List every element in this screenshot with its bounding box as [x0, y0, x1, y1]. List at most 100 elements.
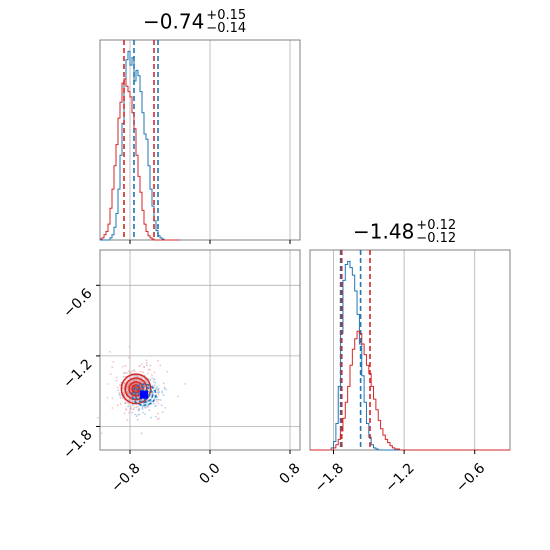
scatter-point: [106, 383, 109, 385]
scatter-point: [147, 372, 149, 375]
scatter-point: [149, 364, 152, 367]
scatter-point: [154, 384, 156, 386]
scatter-point: [112, 361, 115, 363]
scatter-point: [158, 391, 161, 393]
scatter-point: [148, 409, 151, 412]
scatter-point: [136, 413, 139, 416]
x-tick-label: −1.8: [312, 460, 347, 495]
y-tick-label: −1.2: [60, 356, 95, 391]
scatter-point: [128, 371, 131, 374]
scatter-point: [128, 411, 130, 414]
scatter-point: [143, 365, 146, 368]
scatter-point: [132, 403, 134, 406]
title-lower-error: −0.14: [206, 20, 247, 36]
scatter-point: [122, 375, 125, 378]
scatter-point: [96, 416, 99, 419]
scatter-point: [166, 370, 168, 373]
scatter-point: [157, 417, 160, 420]
scatter-point: [149, 368, 151, 371]
scatter-point: [126, 419, 129, 422]
scatter-point: [115, 379, 118, 382]
x-tick-label: 0.8: [277, 460, 304, 487]
blue-contour: [131, 383, 157, 406]
scatter-point: [131, 400, 134, 402]
scatter-point: [129, 409, 132, 412]
scatter-point: [138, 413, 141, 416]
scatter-point: [177, 395, 179, 398]
scatter-point: [133, 374, 136, 377]
scatter-point: [141, 376, 144, 379]
scatter-point: [151, 377, 154, 379]
scatter-point: [152, 381, 155, 383]
scatter-point: [124, 365, 127, 367]
scatter-point: [136, 375, 139, 378]
scatter-point: [119, 402, 122, 405]
scatter-point: [129, 407, 132, 410]
histogram-step: [100, 50, 180, 241]
scatter-point: [116, 386, 119, 389]
scatter-point: [135, 382, 138, 385]
scatter-point: [153, 378, 156, 381]
scatter-point: [136, 418, 139, 421]
scatter-point: [150, 374, 153, 376]
scatter-point: [138, 365, 141, 367]
joint-scatter-panel: −0.8 0.0 0.8 −0.6 −1.2 −1.8: [60, 249, 304, 496]
scatter-point: [162, 382, 165, 385]
scatter-point: [117, 389, 120, 392]
scatter-point: [156, 400, 158, 403]
scatter-point: [147, 406, 149, 408]
scatter-point: [125, 372, 128, 375]
scatter-point: [125, 408, 128, 411]
scatter-point: [163, 387, 166, 390]
scatter-point: [139, 370, 142, 373]
scatter-point: [142, 411, 144, 414]
scatter-point: [150, 401, 153, 404]
scatter-point: [141, 407, 144, 409]
scatter-point: [137, 405, 139, 408]
scatter-point: [135, 406, 138, 409]
scatter-point: [130, 405, 132, 408]
scatter-point: [135, 415, 138, 418]
histogram-step: [310, 330, 510, 451]
scatter-point: [128, 356, 131, 359]
scatter-point: [127, 385, 129, 388]
scatter-point: [101, 432, 103, 435]
blue-contour: [134, 386, 154, 404]
scatter-point: [145, 359, 148, 362]
scatter-point: [165, 388, 168, 391]
scatter-point: [115, 376, 118, 379]
scatter-point: [127, 392, 130, 395]
scatter-point: [111, 366, 114, 369]
scatter-point: [145, 361, 148, 364]
scatter-point: [152, 389, 155, 392]
scatter-point: [144, 413, 146, 416]
scatter-point: [155, 387, 158, 389]
scatter-point: [162, 394, 165, 397]
scatter-point: [151, 384, 154, 387]
scatter-point: [138, 407, 141, 410]
scatter-point: [118, 393, 121, 396]
scatter-point: [118, 392, 121, 394]
scatter-point: [154, 405, 156, 408]
scatter-point: [123, 412, 126, 415]
x-tick-label: −0.6: [453, 460, 488, 495]
scatter-point: [161, 391, 164, 394]
scatter-point: [106, 396, 109, 399]
scatter-point: [164, 406, 167, 409]
scatter-point: [149, 378, 152, 381]
title-median: −0.74: [143, 9, 205, 34]
scatter-point: [147, 368, 150, 371]
scatter-point: [123, 372, 125, 375]
truth-marker: [140, 390, 148, 399]
panel-frame: [99, 249, 301, 451]
scatter-point: [132, 408, 135, 411]
scatter-point: [160, 404, 163, 407]
scatter-point: [153, 371, 156, 374]
scatter-point: [157, 398, 160, 401]
scatter-point: [157, 393, 160, 396]
scatter-point: [157, 359, 159, 362]
scatter-point: [128, 370, 130, 373]
scatter-point: [137, 408, 140, 411]
scatter-point: [161, 390, 164, 393]
